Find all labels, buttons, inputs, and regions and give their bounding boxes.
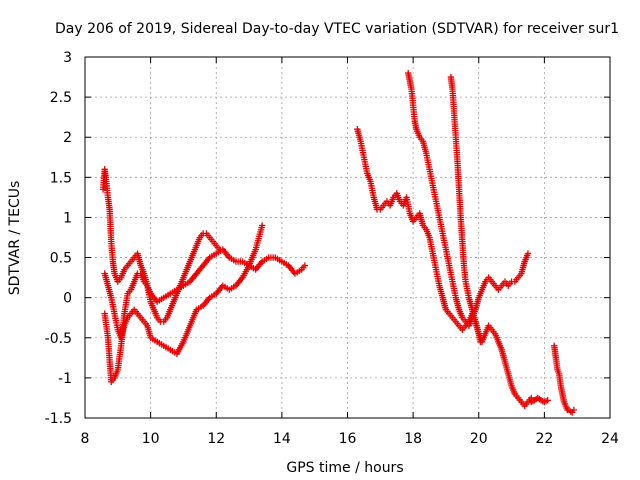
y-tick-label: -1: [58, 371, 72, 387]
data-point: [477, 338, 484, 345]
y-tick-label: 3: [63, 50, 72, 66]
x-tick-label: 18: [404, 431, 422, 447]
series-trace-c: [101, 222, 266, 358]
data-point: [301, 262, 309, 269]
x-axis-title: GPS time / hours: [286, 460, 403, 476]
x-tick-label: 16: [339, 431, 357, 447]
tick-labels: 8 10 12 14 16 18 20 22 24 3 2.5 2 1.5 1 0.5 0 -0.5 -1 -1.5: [45, 50, 619, 447]
y-tick-label: 2.5: [50, 90, 72, 106]
y-tick-label: 1.5: [50, 170, 72, 186]
series-trace-g: [551, 342, 578, 416]
data-point: [258, 222, 266, 229]
y-tick-label: 2: [63, 130, 72, 146]
x-tick-label: 8: [81, 431, 90, 447]
x-tick-label: 22: [535, 431, 553, 447]
x-tick-label: 20: [470, 431, 488, 447]
grid: [85, 57, 610, 418]
data-point: [570, 406, 578, 414]
y-tick-label: -1.5: [45, 411, 72, 427]
series-trace-f: [447, 73, 484, 345]
plot-frame: [84, 56, 611, 419]
x-tick-label: 12: [207, 431, 225, 447]
data-point: [544, 397, 551, 404]
y-tick-label: 0: [63, 291, 72, 307]
y-tick-label: 0.5: [50, 251, 72, 267]
y-tick-label: -0.5: [45, 331, 72, 347]
chart-title: Day 206 of 2019, Sidereal Day-to-day VTE…: [55, 21, 619, 37]
series-trace-e: [405, 69, 532, 329]
series-trace-d: [354, 126, 535, 410]
y-axis-title: SDTVAR / TECUs: [7, 181, 23, 296]
x-tick-label: 14: [273, 431, 291, 447]
x-tick-label: 24: [601, 431, 619, 447]
series-trace-h: [528, 394, 551, 406]
data-point: [524, 250, 532, 257]
y-tick-label: 1: [63, 210, 72, 226]
x-tick-label: 10: [142, 431, 160, 447]
data-points: [99, 69, 578, 416]
